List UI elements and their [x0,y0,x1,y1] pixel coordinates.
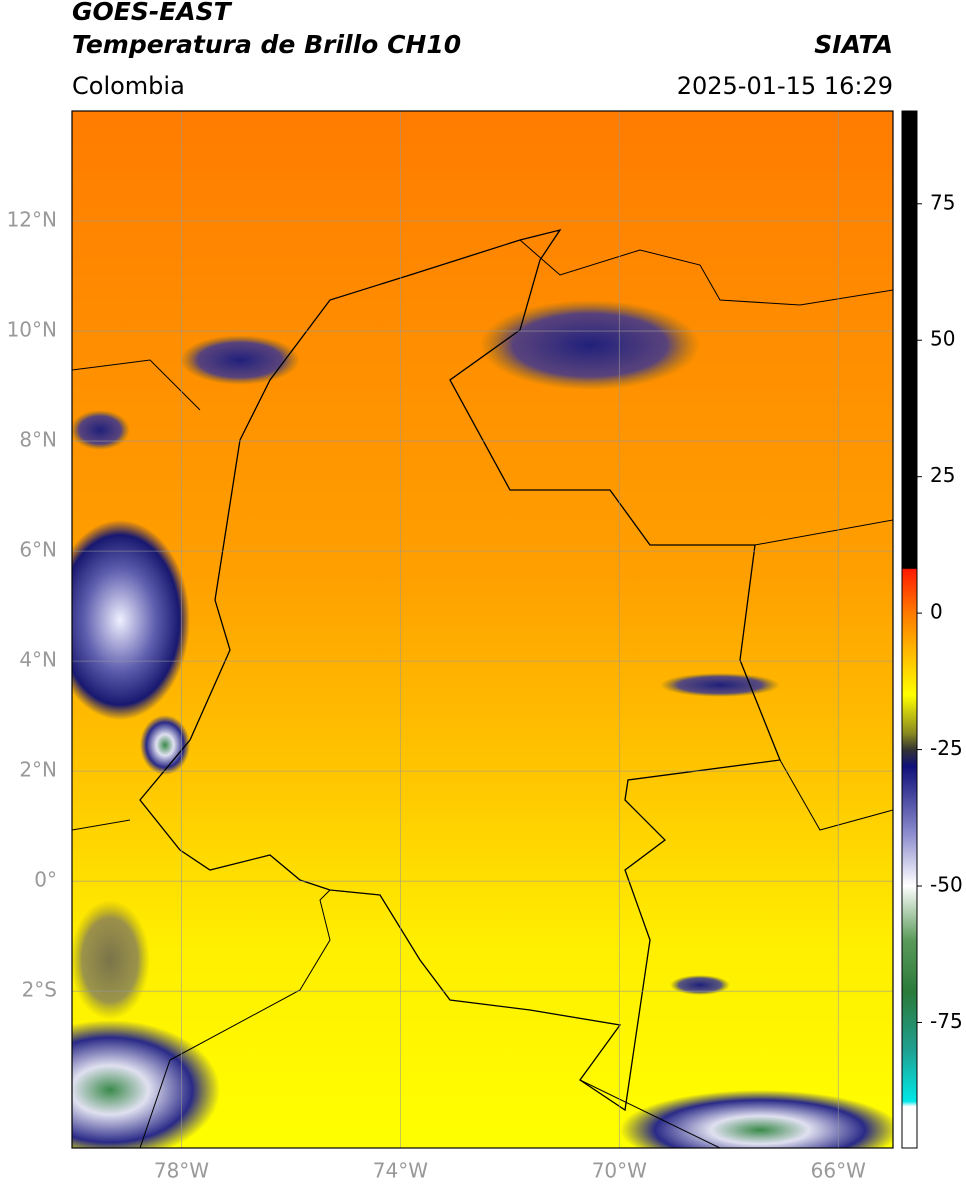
y-tick-label: 4°N [19,648,57,672]
colorbar-tick-label: -75 [930,1009,963,1033]
map-image [72,111,893,1148]
map-frame [71,110,894,1149]
x-tick-label: 74°W [373,1159,428,1183]
colorbar-tick-label: -25 [930,736,963,760]
colorbar-tick-label: 75 [930,190,955,214]
colorbar [901,110,918,1149]
x-tick-label: 66°W [811,1159,866,1183]
y-tick-label: 2°N [19,758,57,782]
source: SIATA [814,30,893,59]
region: Colombia [72,72,185,100]
subtitle: Temperatura de Brillo CH10 [72,30,461,59]
y-tick-label: 12°N [7,208,57,232]
colorbar-tick-label: -50 [930,873,963,897]
title: GOES-EAST [72,0,233,26]
colorbar-tick-label: 25 [930,463,955,487]
y-tick-label: 0° [34,868,57,892]
colorbar-tick-label: 50 [930,327,955,351]
y-tick-label: 10°N [7,318,57,342]
x-tick-label: 78°W [154,1159,209,1183]
x-tick-label: 70°W [592,1159,647,1183]
y-tick-label: 2°S [22,978,57,1002]
colorbar-tick-label: 0 [930,600,943,624]
y-tick-label: 6°N [19,538,57,562]
timestamp: 2025-01-15 16:29 [677,72,893,100]
y-tick-label: 8°N [19,428,57,452]
